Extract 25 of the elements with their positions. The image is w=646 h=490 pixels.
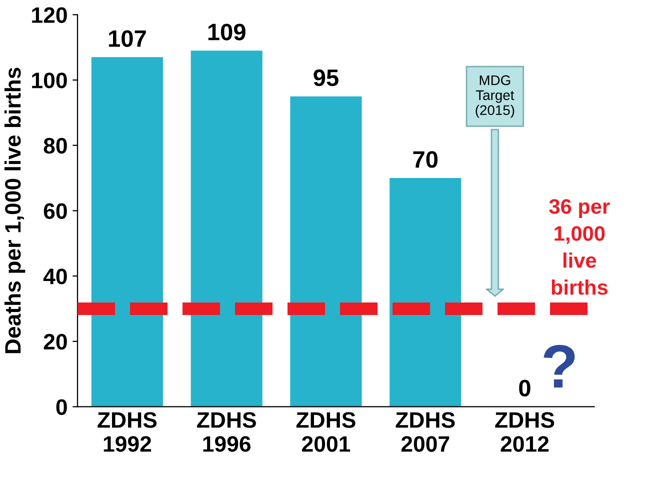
- x-tick-label: ZDHS 1992: [98, 412, 157, 452]
- y-tick-label: 0: [56, 399, 67, 415]
- y-tick-label: 120: [32, 7, 67, 23]
- data-label: 0: [519, 380, 530, 396]
- annotation: MDG Target (2015): [476, 75, 514, 118]
- y-tick-label: 100: [32, 72, 67, 88]
- y-tick-label: 40: [43, 268, 67, 284]
- data-label: 109: [208, 24, 246, 40]
- x-tick-label: ZDHS 2012: [495, 412, 554, 452]
- annotation: ?: [544, 344, 575, 388]
- ref-line-label: 36 per 1,000 live births: [549, 199, 610, 295]
- bar: [290, 96, 362, 407]
- bar: [390, 178, 462, 407]
- y-tick-label: 80: [44, 138, 67, 154]
- x-tick-label: ZDHS 2007: [396, 412, 455, 452]
- y-tick-label: 60: [44, 203, 67, 219]
- bar: [190, 50, 262, 407]
- y-axis-title: Deaths per 1,000 live births: [4, 68, 26, 354]
- y-tick-label: 20: [44, 334, 67, 350]
- x-tick-label: ZDHS 1996: [197, 412, 256, 452]
- x-tick-label: ZDHS 2001: [296, 412, 356, 452]
- data-label: 95: [314, 69, 338, 86]
- data-label: 107: [109, 30, 146, 47]
- bar: [91, 57, 163, 407]
- data-label: 70: [413, 151, 438, 168]
